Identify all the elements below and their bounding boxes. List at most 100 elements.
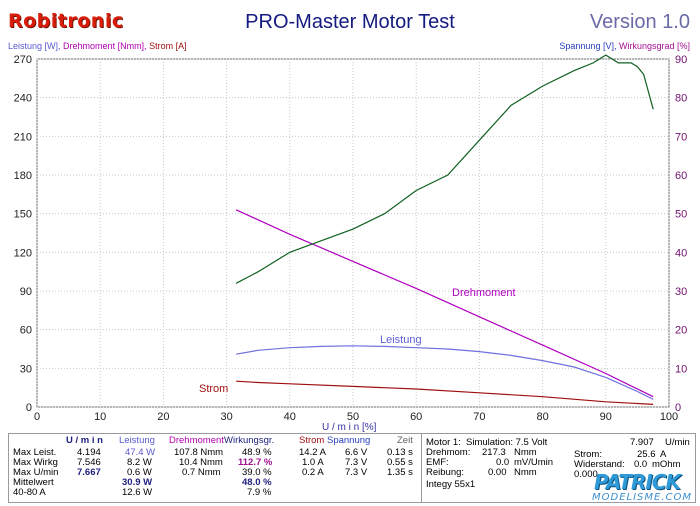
col-header-drehmoment: Drehmoment: [169, 435, 224, 446]
col-header-strom: Strom: [299, 435, 325, 446]
brand-logo: Robitronic: [8, 10, 124, 32]
x-tick-label: 90: [600, 411, 612, 423]
motor-label: Motor 1:: [426, 437, 461, 448]
y-right-tick-labels: 0 10 20 30 40 50 60 70 80 90: [675, 54, 687, 414]
y-right-tick-label: 90: [675, 54, 687, 66]
reibung-label: Reibung:: [426, 467, 465, 478]
cell-strom: 0.2 A: [302, 467, 324, 478]
row-label: Max Wirkg: [13, 457, 58, 468]
widerstand-value: 0.0: [634, 459, 648, 470]
motor-info-panel: Motor 1: Simulation: 7.5 Volt 7.907 U/mi…: [421, 434, 696, 502]
cell-spannung: 7.3 V: [345, 457, 368, 468]
col-header-wirkungsgrad: Wirkungsgr.: [224, 435, 275, 446]
row-label: Mittelwert: [13, 477, 54, 488]
x-tick-labels: 0 10 20 30 40 50 60 70 80 90 100: [34, 411, 678, 423]
row-label: Max U/min: [13, 467, 59, 478]
results-table: U / m i n Leistung Drehmoment Wirkungsgr…: [9, 434, 419, 502]
y-right-tick-label: 10: [675, 363, 687, 375]
cell-strom: 14.2 A: [299, 447, 326, 458]
cell-leistung: 47.4 W: [125, 447, 156, 458]
x-tick-label: 60: [410, 411, 422, 423]
cell-umin: 7.546: [77, 457, 101, 468]
x-tick-label: 50: [347, 411, 359, 423]
series-lines: [235, 54, 654, 405]
y-left-tick-label: 150: [14, 209, 32, 221]
cell-zeit: 0.55 s: [387, 457, 413, 468]
x-tick-label: 100: [660, 411, 678, 423]
cell-leistung: 12.6 W: [122, 487, 153, 498]
watermark-bottom-text: MODELISME.COM: [592, 492, 692, 503]
strom-value: 25.6: [637, 449, 656, 460]
watermark-logo: PATRICK MODELISME.COM: [590, 470, 700, 506]
x-tick-label: 10: [94, 411, 106, 423]
y-right-tick-label: 40: [675, 247, 687, 259]
x-tick-label: 0: [34, 411, 40, 423]
widerstand-label: Widerstand:: [574, 459, 625, 470]
strom-label: Strom:: [574, 449, 602, 460]
y-left-tick-label: 60: [20, 325, 32, 337]
version-label: Version 1.0: [589, 11, 690, 33]
widerstand-unit: mOhm: [652, 459, 681, 470]
x-tick-label: 70: [473, 411, 485, 423]
integy-text: Integy 55x1: [426, 479, 476, 490]
title-bar: Robitronic PRO-Master Motor Test Version…: [0, 0, 700, 38]
y-left-tick-label: 240: [14, 93, 32, 105]
strom-curve-label: Strom: [199, 383, 228, 395]
reibung-value: 0.00: [488, 467, 507, 478]
y-right-tick-label: 60: [675, 170, 687, 182]
left-axis-title-strom: Strom [A]: [149, 41, 187, 51]
y-right-tick-label: 80: [675, 93, 687, 105]
emf-unit: mV/Umin: [514, 457, 554, 468]
cell-zeit: 0.13 s: [387, 447, 413, 458]
y-left-tick-label: 270: [14, 54, 32, 66]
leistung-curve-label: Leistung: [380, 334, 422, 346]
reibung-extra: 0.000: [574, 469, 598, 480]
series-line-wirkungsgrad: [235, 54, 654, 284]
series-line-leistung: [235, 345, 654, 400]
y-left-tick-label: 90: [20, 286, 32, 298]
cell-drehmoment: 0.7 Nmm: [182, 467, 221, 478]
col-header-umin: U / m i n: [66, 435, 103, 446]
cell-spannung: 6.6 V: [345, 447, 368, 458]
cell-zeit: 1.35 s: [387, 467, 413, 478]
cell-wirkungsgrad: 39.0 %: [242, 467, 272, 478]
drehmoment-label: Drehmom:: [426, 447, 471, 458]
cell-leistung: 0.6 W: [127, 467, 152, 478]
col-header-spannung: Spannung: [327, 435, 371, 446]
y-right-tick-label: 50: [675, 209, 687, 221]
drehmoment-unit: Nmm: [514, 447, 537, 458]
y-right-tick-label: 70: [675, 131, 687, 143]
x-axis-label: U / m i n [%]: [322, 422, 377, 432]
cell-umin: 7.667: [77, 467, 101, 478]
row-label: 40-80 A: [13, 487, 46, 498]
right-axis-title: Spannung [V], Wirkungsgrad [%]: [559, 41, 690, 51]
x-tick-label: 40: [284, 411, 296, 423]
y-left-tick-label: 180: [14, 170, 32, 182]
cell-wirkungsgrad: 48.9 %: [242, 447, 272, 458]
grid-lines: [36, 58, 670, 408]
watermark-top-text: PATRICK: [594, 470, 681, 494]
emf-label: EMF:: [426, 457, 449, 468]
series-line-drehmoment: [235, 209, 654, 398]
motor-rpm-unit: U/min: [665, 437, 690, 448]
cell-drehmoment: 10.4 Nmm: [179, 457, 223, 468]
right-axis-title-wirkungsgrad: Wirkungsgrad [%]: [618, 41, 690, 51]
x-tick-label: 30: [220, 411, 232, 423]
row-label: Max Leist.: [13, 447, 57, 458]
x-tick-label: 80: [536, 411, 548, 423]
cell-leistung: 30.9 W: [122, 477, 153, 488]
reibung-unit: Nmm: [514, 467, 537, 478]
cell-wirkungsgrad: 112.7 %: [238, 457, 273, 468]
left-axis-title-drehmoment: Drehmoment [Nmm],: [63, 41, 147, 51]
cell-wirkungsgrad: 48.0 %: [242, 477, 272, 488]
page-title: PRO-Master Motor Test: [245, 11, 455, 33]
y-left-tick-label: 0: [26, 402, 32, 414]
cell-wirkungsgrad: 7.9 %: [247, 487, 272, 498]
motor-rpm-value: 7.907: [630, 437, 654, 448]
cell-drehmoment: 107.8 Nmm: [174, 447, 224, 458]
y-right-tick-label: 30: [675, 286, 687, 298]
y-right-tick-label: 0: [675, 402, 681, 414]
col-header-leistung: Leistung: [119, 435, 155, 446]
cell-umin: 4.194: [77, 447, 101, 458]
emf-value: 0.0: [496, 457, 510, 468]
